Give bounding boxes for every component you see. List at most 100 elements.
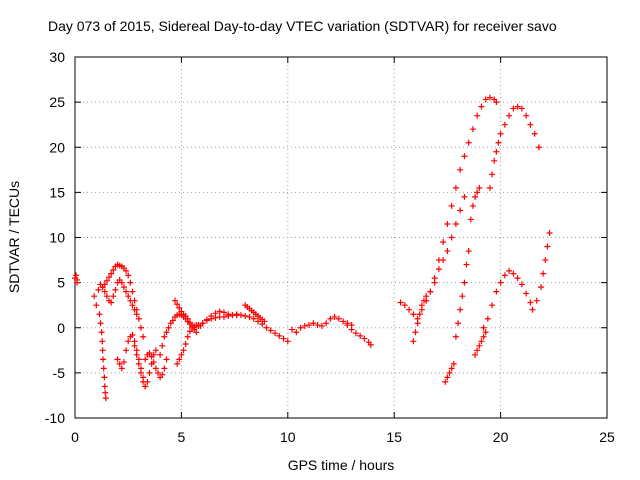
data-point <box>176 356 183 363</box>
data-point <box>497 279 504 286</box>
data-point <box>165 324 172 331</box>
data-point <box>123 288 130 295</box>
data-point <box>452 333 459 340</box>
x-tick-label: 10 <box>280 429 296 445</box>
data-point <box>255 318 262 325</box>
data-point <box>448 234 455 241</box>
data-point <box>133 351 140 358</box>
data-point <box>261 318 268 325</box>
data-point <box>99 347 106 354</box>
data-point <box>367 341 374 348</box>
data-point <box>154 369 161 376</box>
data-point <box>510 105 517 112</box>
data-point <box>442 378 449 385</box>
data-point <box>472 193 479 200</box>
data-point <box>540 270 547 277</box>
data-point <box>127 297 134 304</box>
data-point <box>535 144 542 151</box>
data-point <box>96 311 103 318</box>
data-point <box>478 103 485 110</box>
data-point <box>491 157 498 164</box>
data-point <box>542 257 549 264</box>
data-point <box>267 327 274 334</box>
data-point <box>414 320 421 327</box>
data-point <box>331 313 338 320</box>
data-point <box>120 284 127 291</box>
data-point <box>297 324 304 331</box>
data-point <box>184 315 191 322</box>
data-point <box>193 329 200 336</box>
data-point <box>461 193 468 200</box>
data-point <box>457 306 464 313</box>
data-point <box>250 315 257 322</box>
data-point <box>474 347 481 354</box>
data-point <box>397 299 404 306</box>
data-point <box>135 360 142 367</box>
data-point <box>406 306 413 313</box>
data-point <box>176 304 183 311</box>
data-point <box>203 316 210 323</box>
data-point <box>444 374 451 381</box>
data-point <box>431 279 438 286</box>
data-point <box>142 356 149 363</box>
data-point <box>137 324 144 331</box>
data-point <box>306 322 313 329</box>
data-point <box>174 301 181 308</box>
data-point <box>120 359 127 366</box>
data-point <box>301 322 308 329</box>
data-point <box>182 340 189 347</box>
data-point <box>123 267 130 274</box>
data-point <box>469 126 476 133</box>
data-point <box>310 320 317 327</box>
data-point <box>463 261 470 268</box>
data-point <box>480 324 487 331</box>
data-point <box>186 328 193 335</box>
data-point <box>180 347 187 354</box>
data-point <box>152 347 159 354</box>
data-point <box>163 356 170 363</box>
data-point <box>178 351 185 358</box>
data-point <box>184 333 191 340</box>
chart-title: Day 073 of 2015, Sidereal Day-to-day VTE… <box>48 18 557 34</box>
data-point <box>108 299 115 306</box>
data-point <box>506 112 513 119</box>
data-point <box>489 171 496 178</box>
data-point <box>335 315 342 322</box>
data-point <box>444 248 451 255</box>
data-point <box>416 311 423 318</box>
data-point <box>263 324 270 331</box>
data-point <box>314 322 321 329</box>
data-point <box>448 202 455 209</box>
y-tick-label: 0 <box>57 320 65 336</box>
data-point <box>527 299 534 306</box>
data-point <box>497 130 504 137</box>
data-point <box>101 281 108 288</box>
data-point <box>246 313 253 320</box>
data-point <box>455 320 462 327</box>
data-point <box>101 288 108 295</box>
x-axis-label: GPS time / hours <box>288 457 395 473</box>
data-point <box>216 308 223 315</box>
data-point <box>423 297 430 304</box>
data-point <box>74 279 81 286</box>
data-point <box>440 257 447 264</box>
data-point <box>108 270 115 277</box>
data-point <box>546 229 553 236</box>
data-point <box>476 184 483 191</box>
data-point <box>410 338 417 345</box>
data-point <box>482 96 489 103</box>
data-point <box>148 353 155 360</box>
data-point <box>457 207 464 214</box>
data-point <box>480 333 487 340</box>
data-point <box>146 350 153 357</box>
data-point <box>125 338 132 345</box>
data-point <box>95 286 102 293</box>
y-tick-label: 20 <box>49 139 65 155</box>
data-point <box>484 315 491 322</box>
data-point <box>544 243 551 250</box>
data-point <box>133 311 140 318</box>
data-point <box>327 315 334 322</box>
data-point <box>233 311 240 318</box>
data-point <box>448 365 455 372</box>
data-point <box>98 329 105 336</box>
